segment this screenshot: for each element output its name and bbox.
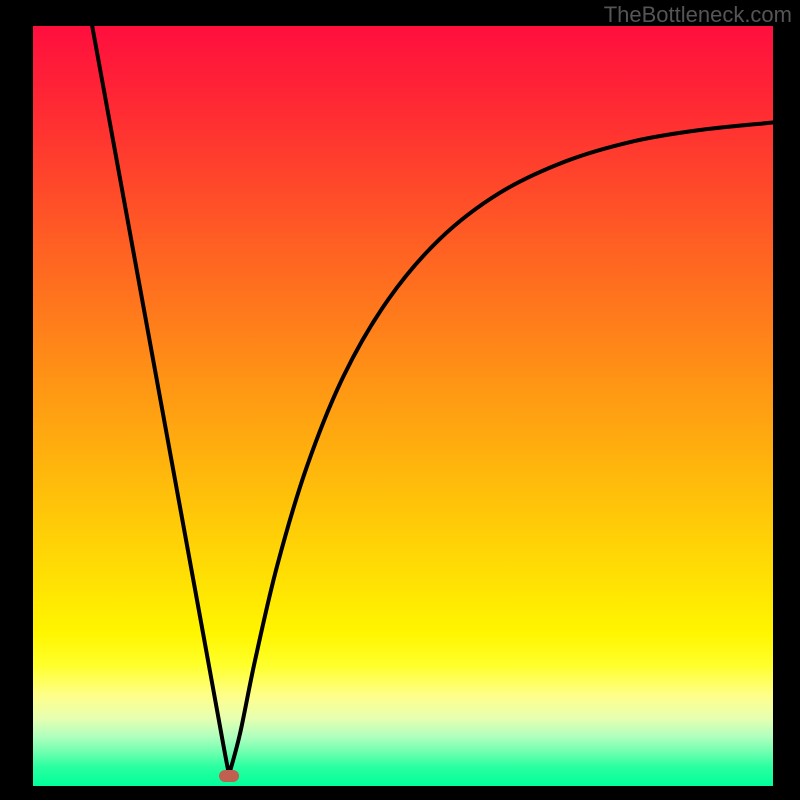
bottleneck-chart bbox=[33, 26, 773, 786]
root: { "watermark": "TheBottleneck.com", "can… bbox=[0, 0, 800, 800]
gradient-background bbox=[33, 26, 773, 786]
minimum-marker bbox=[219, 770, 240, 782]
watermark-text: TheBottleneck.com bbox=[604, 2, 792, 28]
